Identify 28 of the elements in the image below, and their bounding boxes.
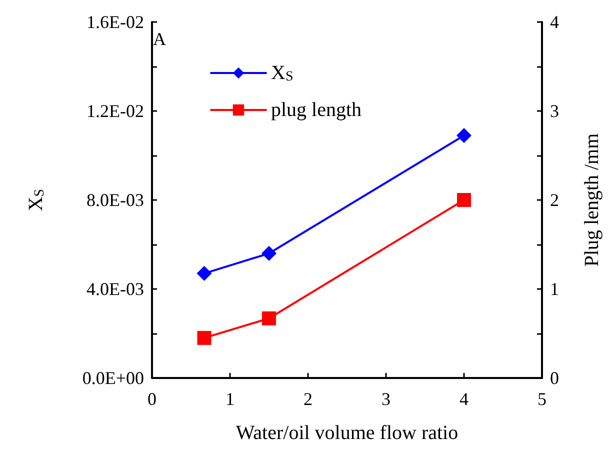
point [457, 193, 471, 207]
y-tick-label: 0.0E+00 [82, 368, 144, 388]
point [262, 246, 276, 261]
annotation: A [153, 29, 166, 49]
point [262, 311, 276, 326]
point [197, 330, 212, 345]
x-tick-label: 2 [304, 389, 312, 409]
y2-tick-label: 0 [550, 368, 559, 388]
y2-tick-label: 4 [550, 12, 559, 32]
y2-tick-label: 3 [550, 101, 559, 121]
y2-tick-label: 2 [550, 190, 559, 210]
point [196, 266, 212, 281]
y-tick-label: 8.0E-03 [86, 190, 144, 210]
x-axis-title: Water/oil volume flow ratio [236, 422, 458, 444]
x-tick-label: 3 [382, 389, 390, 409]
legend-label: XS [271, 62, 294, 84]
x-tick-label: 5 [538, 389, 546, 409]
legend-label: plug length [271, 99, 362, 121]
y-axis-title: XS [25, 188, 48, 212]
y2-tick-label: 1 [550, 279, 559, 299]
x-tick-label: 0 [148, 389, 156, 409]
y-tick-label: 4.0E-03 [86, 279, 144, 299]
y2-axis-title: Plug length /mm [581, 132, 603, 267]
point [456, 128, 472, 143]
x-tick-label: 4 [460, 389, 468, 409]
y-tick-label: 1.6E-02 [86, 12, 144, 32]
y-tick-label: 1.2E-02 [86, 101, 144, 121]
x-tick-label: 1 [226, 389, 234, 409]
